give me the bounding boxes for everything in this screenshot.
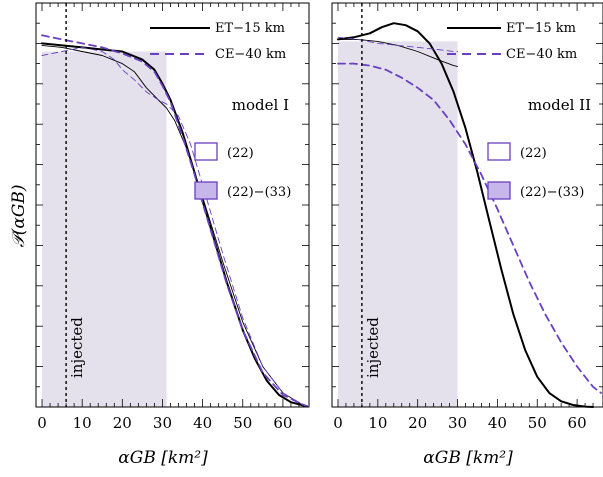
x-axis-title: αGB [km²]: [423, 448, 513, 468]
x-tick-label: 20: [113, 414, 132, 432]
x-tick-label: 60: [568, 414, 587, 432]
curves-group: [41, 34, 308, 408]
x-tick-label: 50: [233, 414, 252, 432]
box-legend-open-label: (22): [227, 146, 254, 161]
box-legend-open: [487, 142, 511, 161]
box-legend-filled-label: (22)−(33): [520, 185, 584, 200]
x-tick-label: 30: [153, 414, 172, 432]
legend-et-label: ET−15 km: [506, 21, 576, 36]
panel-model-2: injected 0 10 20 30 40 50 60 ET−15 km CE−40 km…: [331, 2, 603, 468]
injected-label: injected: [68, 317, 86, 378]
series-line: [41, 46, 308, 407]
legend-ce-label: CE−40 km: [215, 47, 286, 62]
x-tick-label: 10: [368, 414, 387, 432]
model-label: model II: [528, 96, 591, 114]
x-tick-label: 0: [333, 414, 343, 432]
x-tick-label: 0: [37, 414, 47, 432]
x-axis-title: αGB [km²]: [118, 448, 208, 468]
box-legend-filled: [194, 181, 218, 200]
box-legend-filled-label: (22)−(33): [227, 185, 291, 200]
x-tick-label: 20: [408, 414, 427, 432]
x-tick-label: 60: [273, 414, 292, 432]
panel-model-1: injected 0 10 20 30 40 50 60 ET−15 km CE−40 km…: [35, 2, 310, 468]
legend-et-label: ET−15 km: [215, 21, 285, 36]
x-ticks: 0 10 20 30 40 50 60: [332, 2, 603, 432]
series-line: [337, 22, 594, 408]
x-ticks: 0 10 20 30 40 50 60: [36, 2, 309, 432]
y-axis-title: 𝒫(αGB): [9, 184, 29, 247]
model-label: model I: [232, 96, 289, 114]
x-tick-label: 40: [488, 414, 507, 432]
prior-region: [337, 41, 458, 407]
box-legend-open: [194, 142, 218, 161]
x-tick-label: 40: [193, 414, 212, 432]
legend-ce-label: CE−40 km: [506, 47, 577, 62]
series-line: [337, 62, 602, 394]
box-legend-filled: [487, 181, 511, 200]
x-tick-label: 50: [528, 414, 547, 432]
box-legend-open-label: (22): [520, 146, 547, 161]
x-tick-label: 10: [73, 414, 92, 432]
prior-region: [42, 51, 167, 407]
injected-label: injected: [364, 317, 382, 378]
x-tick-label: 30: [448, 414, 467, 432]
series-line: [41, 34, 308, 408]
